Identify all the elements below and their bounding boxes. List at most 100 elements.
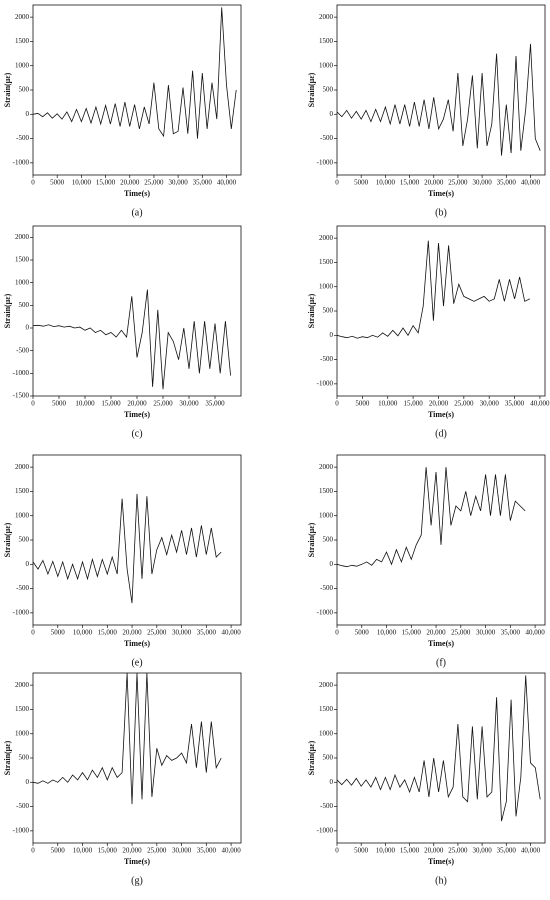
x-tick-label: 25,000 <box>451 629 471 637</box>
y-tick-label: 0 <box>330 331 334 339</box>
x-tick-label: 35,000 <box>501 629 521 637</box>
x-axis-label: Time(s) <box>124 410 150 419</box>
strain-line <box>337 43 541 156</box>
x-tick-label: 20,000 <box>426 629 446 637</box>
y-axis-label: Strain(με) <box>3 740 12 775</box>
y-tick-label: 0 <box>26 324 30 332</box>
y-axis-label: Strain(με) <box>307 293 316 328</box>
x-tick-label: 15,000 <box>402 629 422 637</box>
y-tick-label: 1000 <box>319 511 334 519</box>
plot-frame <box>32 4 242 176</box>
y-tick-label: -1500 <box>13 392 30 400</box>
x-tick-label: 35,000 <box>205 400 225 408</box>
x-tick-label: 5000 <box>50 179 65 187</box>
x-tick-label: 5000 <box>354 179 369 187</box>
x-tick-label: 0 <box>335 629 339 637</box>
y-tick-label: -500 <box>16 346 29 354</box>
y-tick-label: -1000 <box>13 826 30 834</box>
strain-line <box>337 467 526 568</box>
x-tick-label: 10,000 <box>72 179 92 187</box>
x-tick-label: 20,000 <box>429 400 449 408</box>
x-tick-label: 5000 <box>52 400 67 408</box>
x-tick-label: 35,000 <box>505 400 525 408</box>
panel-label: (b) <box>435 207 447 218</box>
x-tick-label: 15,000 <box>96 179 116 187</box>
x-tick-label: 40,000 <box>530 400 550 408</box>
y-tick-label: 2000 <box>319 13 334 21</box>
y-tick-label: 2000 <box>319 463 334 471</box>
x-tick-label: 20,000 <box>424 847 444 855</box>
y-tick-label: 2000 <box>319 681 334 689</box>
y-tick-label: 1500 <box>319 258 334 266</box>
y-tick-label: 2000 <box>15 233 30 241</box>
panel-label: (a) <box>131 207 142 218</box>
x-tick-label: 10,000 <box>376 179 396 187</box>
y-tick-label: 1000 <box>15 278 30 286</box>
y-tick-label: 500 <box>19 86 30 94</box>
y-tick-label: 500 <box>323 307 334 315</box>
x-tick-label: 20,000 <box>127 400 147 408</box>
plot-frame <box>32 672 242 844</box>
x-tick-label: 25,000 <box>147 629 167 637</box>
x-axis-label: Time(s) <box>428 189 454 198</box>
y-tick-label: 2000 <box>15 681 30 689</box>
x-tick-label: 25,000 <box>153 400 173 408</box>
x-tick-label: 15,000 <box>400 847 420 855</box>
y-tick-label: 500 <box>323 754 334 762</box>
x-tick-label: 5000 <box>355 400 370 408</box>
y-tick-label: -1000 <box>317 826 334 834</box>
y-tick-label: 1000 <box>15 511 30 519</box>
y-tick-label: 1500 <box>15 487 30 495</box>
y-tick-label: -500 <box>16 134 29 142</box>
y-tick-label: 500 <box>323 86 334 94</box>
y-tick-label: 1000 <box>15 729 30 737</box>
x-tick-label: 25,000 <box>147 847 167 855</box>
x-tick-label: 40,000 <box>525 629 545 637</box>
x-tick-label: 25,000 <box>448 847 468 855</box>
x-tick-label: 40,000 <box>521 847 541 855</box>
y-tick-label: 0 <box>26 110 30 118</box>
x-tick-label: 15,000 <box>98 629 118 637</box>
x-tick-label: 15,000 <box>101 400 121 408</box>
strain-line <box>33 673 222 805</box>
y-tick-label: -1000 <box>13 608 30 616</box>
y-axis-label: Strain(με) <box>3 293 12 328</box>
y-tick-label: -500 <box>320 802 333 810</box>
y-tick-label: 500 <box>19 754 30 762</box>
x-tick-label: 30,000 <box>168 179 188 187</box>
x-axis-label: Time(s) <box>428 857 454 866</box>
y-tick-label: 1500 <box>15 256 30 264</box>
x-tick-label: 30,000 <box>179 400 199 408</box>
x-tick-label: 20,000 <box>424 179 444 187</box>
x-tick-label: 40,000 <box>221 629 241 637</box>
x-tick-label: 35,000 <box>197 847 217 855</box>
x-tick-label: 40,000 <box>217 179 237 187</box>
panel-label: (g) <box>131 875 143 886</box>
x-tick-label: 35,000 <box>497 847 517 855</box>
x-tick-label: 0 <box>31 179 35 187</box>
x-axis-label: Time(s) <box>428 639 454 648</box>
panel-label: (d) <box>435 428 447 439</box>
y-tick-label: 1500 <box>319 705 334 713</box>
x-tick-label: 20,000 <box>122 629 142 637</box>
x-tick-label: 10,000 <box>73 629 93 637</box>
x-tick-label: 5000 <box>354 847 369 855</box>
x-tick-label: 30,000 <box>172 629 192 637</box>
y-axis-label: Strain(με) <box>3 522 12 557</box>
x-tick-label: 15,000 <box>403 400 423 408</box>
y-tick-label: 0 <box>26 560 30 568</box>
y-axis-label: Strain(με) <box>307 72 316 107</box>
x-tick-label: 0 <box>335 179 339 187</box>
y-tick-label: 500 <box>19 536 30 544</box>
x-tick-label: 5000 <box>51 847 66 855</box>
y-tick-label: 0 <box>330 560 334 568</box>
strain-line <box>33 289 231 390</box>
y-tick-label: -1000 <box>13 158 30 166</box>
y-tick-label: 0 <box>26 778 30 786</box>
x-tick-label: 0 <box>335 847 339 855</box>
x-tick-label: 0 <box>31 847 35 855</box>
x-tick-label: 20,000 <box>120 179 140 187</box>
x-tick-label: 20,000 <box>122 847 142 855</box>
y-tick-label: 2000 <box>319 234 334 242</box>
panel-label: (f) <box>436 657 446 668</box>
